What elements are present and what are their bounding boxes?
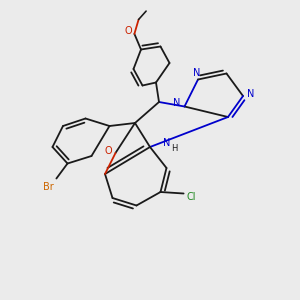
- Text: O: O: [104, 146, 112, 157]
- Text: N: N: [163, 137, 170, 148]
- Text: Br: Br: [43, 182, 53, 192]
- Text: N: N: [247, 89, 254, 100]
- Text: H: H: [171, 144, 178, 153]
- Text: N: N: [193, 68, 200, 79]
- Text: O: O: [124, 26, 132, 37]
- Text: N: N: [173, 98, 181, 109]
- Text: Cl: Cl: [187, 192, 196, 203]
